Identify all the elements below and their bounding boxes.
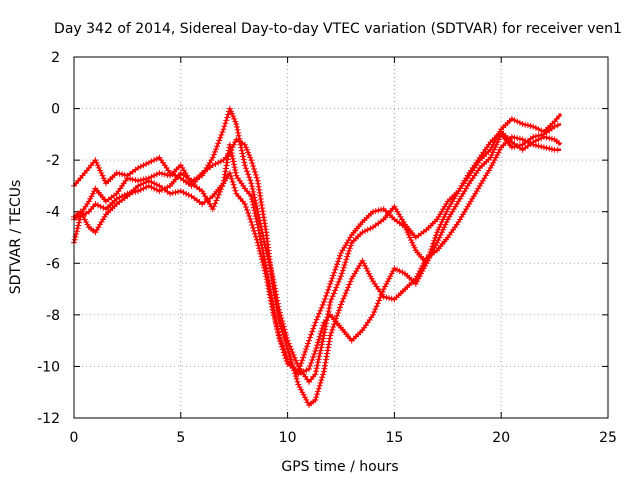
x-tick-label: 0 [70,430,79,446]
x-tick-label: 10 [279,430,297,446]
y-tick-label: 0 [51,102,60,118]
y-tick-label: 2 [51,50,60,66]
y-tick-label: -12 [37,411,60,427]
grid-lines [74,57,608,418]
axis-ticks [73,56,609,419]
y-axis-label: SDTVAR / TECUs [8,180,24,295]
chart-title: Day 342 of 2014, Sidereal Day-to-day VTE… [54,21,622,37]
y-tick-labels: -12 -10 -8 -6 -4 -2 0 2 [37,50,60,427]
x-tick-label: 5 [176,430,185,446]
y-tick-label: -6 [46,256,60,272]
data-series [71,105,562,409]
y-tick-label: -2 [46,153,60,169]
series-sat-c [71,128,562,378]
x-tick-label: 20 [492,430,510,446]
x-tick-label: 25 [599,430,617,446]
series-markers [71,128,562,378]
x-tick-label: 15 [385,430,403,446]
plot-frame [73,56,609,419]
x-axis-label: GPS time / hours [281,459,398,475]
y-tick-label: -4 [46,205,60,221]
y-tick-label: -10 [37,359,60,375]
series-sat-d [71,122,562,375]
x-tick-labels: 0 5 10 15 20 25 [70,430,617,446]
y-tick-label: -8 [46,308,60,324]
